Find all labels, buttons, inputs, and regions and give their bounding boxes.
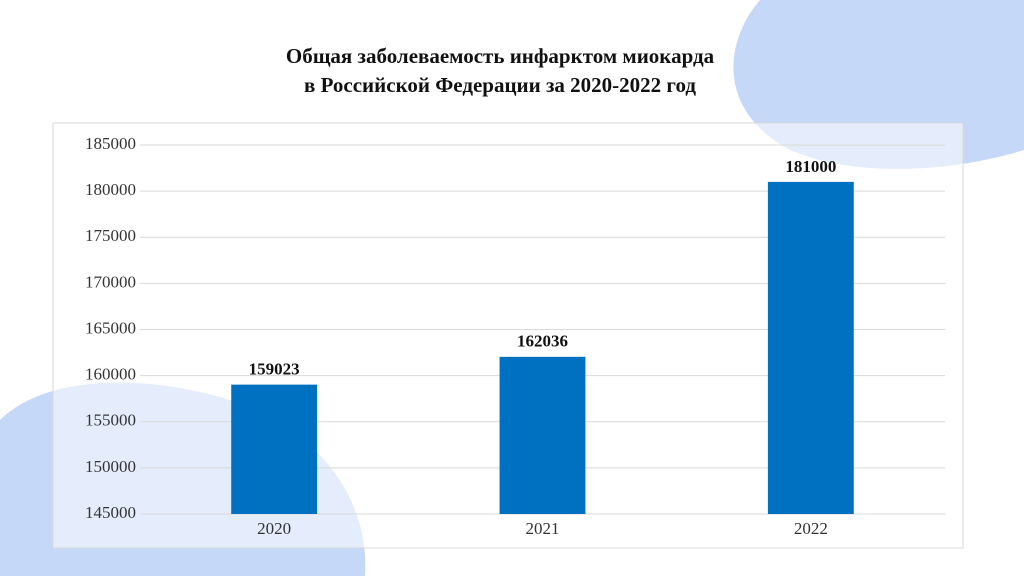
data-label: 162036 (517, 332, 568, 351)
y-tick-label: 150000 (85, 457, 136, 476)
y-tick-label: 170000 (85, 272, 136, 291)
x-tick-label: 2021 (526, 519, 560, 538)
y-tick-label: 155000 (85, 411, 136, 430)
bar (767, 181, 854, 514)
y-tick-label: 180000 (85, 180, 136, 199)
y-tick-label: 145000 (85, 503, 136, 522)
y-tick-label: 185000 (85, 134, 136, 153)
y-tick-label: 175000 (85, 226, 136, 245)
data-label: 159023 (249, 360, 300, 379)
y-tick-label: 165000 (85, 318, 136, 337)
bar (231, 384, 318, 514)
x-tick-label: 2022 (794, 519, 828, 538)
x-tick-label: 2020 (257, 519, 291, 538)
chart-title: в Российской Федерации за 2020-2022 год (304, 73, 696, 97)
data-label: 181000 (785, 157, 836, 176)
chart-title: Общая заболеваемость инфарктом миокарда (286, 44, 715, 68)
y-tick-label: 160000 (85, 365, 136, 384)
bar (499, 356, 586, 514)
